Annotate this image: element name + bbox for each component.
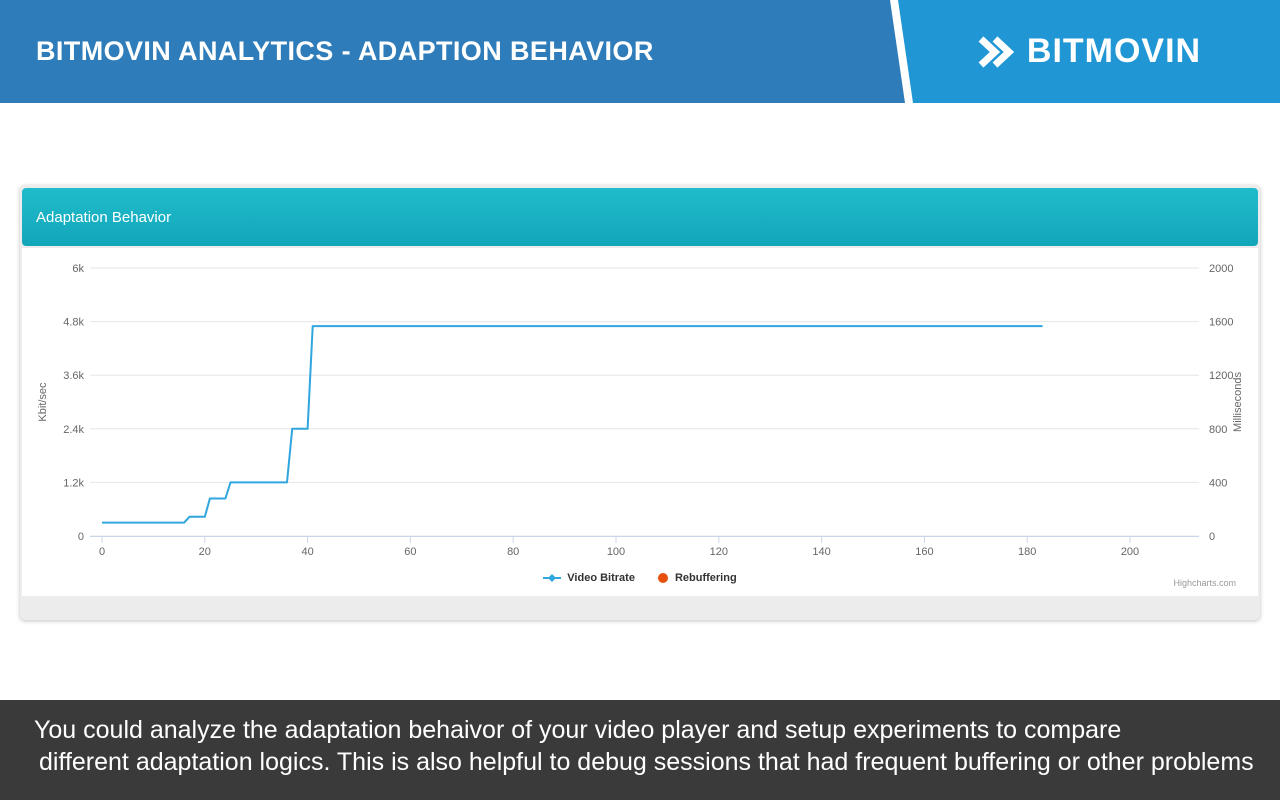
right-axis-tick-label: 2000	[1209, 263, 1233, 275]
highcharts-credit[interactable]: Highcharts.com	[1173, 578, 1236, 588]
left-axis-tick-label: 0	[78, 531, 84, 543]
chart-legend: Video Bitrate Rebuffering	[22, 572, 1258, 584]
series-video-bitrate	[102, 325, 1043, 524]
brand-block: BITMOVIN	[898, 0, 1280, 103]
analytics-card: Adaptation Behavior 0 0 1.2k 400 2.4k 800 3.6k…	[20, 185, 1260, 620]
x-axis-tick-label: 120	[710, 546, 728, 558]
x-axis-tick-label: 200	[1121, 546, 1139, 558]
page-title: BITMOVIN ANALYTICS - ADAPTION BEHAVIOR	[36, 36, 654, 66]
brand-name: BITMOVIN	[1026, 32, 1202, 70]
line-chart: 0 0 1.2k 400 2.4k 800 3.6k 1200 4.8k 1600 6k 2000 0 2…	[37, 263, 1244, 558]
legend-label: Video Bitrate	[567, 572, 635, 584]
left-axis-tick-label: 2.4k	[63, 424, 84, 436]
legend-label: Rebuffering	[674, 572, 737, 584]
right-axis-tick-label: 1200	[1209, 370, 1233, 382]
x-axis-tick-label: 40	[301, 546, 313, 558]
x-axis-tick-label: 160	[915, 546, 933, 558]
caption-bar: You could analyze the adaptation behaivo…	[0, 700, 1280, 800]
x-axis-tick-label: 60	[404, 546, 416, 558]
left-axis-tick-label: 6k	[72, 263, 84, 275]
left-axis-tick-label: 3.6k	[63, 370, 84, 382]
x-axis-tick-label: 80	[507, 546, 519, 558]
caption-line1: You could analyze the adaptation behaivo…	[34, 716, 1122, 744]
right-axis-tick-label: 800	[1209, 424, 1227, 436]
legend-item-rebuffering[interactable]: Rebuffering	[657, 572, 737, 584]
left-axis-tick-label: 1.2k	[63, 477, 84, 489]
left-axis-tick-label: 4.8k	[63, 317, 84, 329]
legend-item-video-bitrate[interactable]: Video Bitrate	[543, 572, 635, 584]
chart-area: 0 0 1.2k 400 2.4k 800 3.6k 1200 4.8k 1600 6k 2000 0 2…	[22, 248, 1258, 596]
right-axis-tick-label: 400	[1209, 477, 1227, 489]
x-axis-tick-label: 180	[1018, 546, 1036, 558]
x-axis-tick-label: 20	[199, 546, 211, 558]
card-header: Adaptation Behavior	[22, 188, 1258, 246]
right-axis-tick-label: 1600	[1209, 317, 1233, 329]
bitmovin-logo-icon	[977, 35, 1015, 69]
circle-icon	[657, 572, 669, 584]
left-axis-title: Kbit/sec	[37, 382, 49, 422]
card-title: Adaptation Behavior	[36, 208, 172, 226]
x-axis-tick-label: 140	[812, 546, 830, 558]
x-axis-tick-label: 100	[607, 546, 625, 558]
line-diamond-icon	[543, 572, 562, 584]
top-header: BITMOVIN ANALYTICS - ADAPTION BEHAVIOR B…	[0, 0, 1280, 103]
right-axis-title: Milliseconds	[1232, 372, 1244, 432]
right-axis-tick-label: 0	[1209, 531, 1215, 543]
x-axis-tick-label: 0	[99, 546, 105, 558]
header-title-block: BITMOVIN ANALYTICS - ADAPTION BEHAVIOR	[0, 0, 905, 103]
caption-line2: different adaptation logics. This is als…	[39, 748, 1254, 776]
